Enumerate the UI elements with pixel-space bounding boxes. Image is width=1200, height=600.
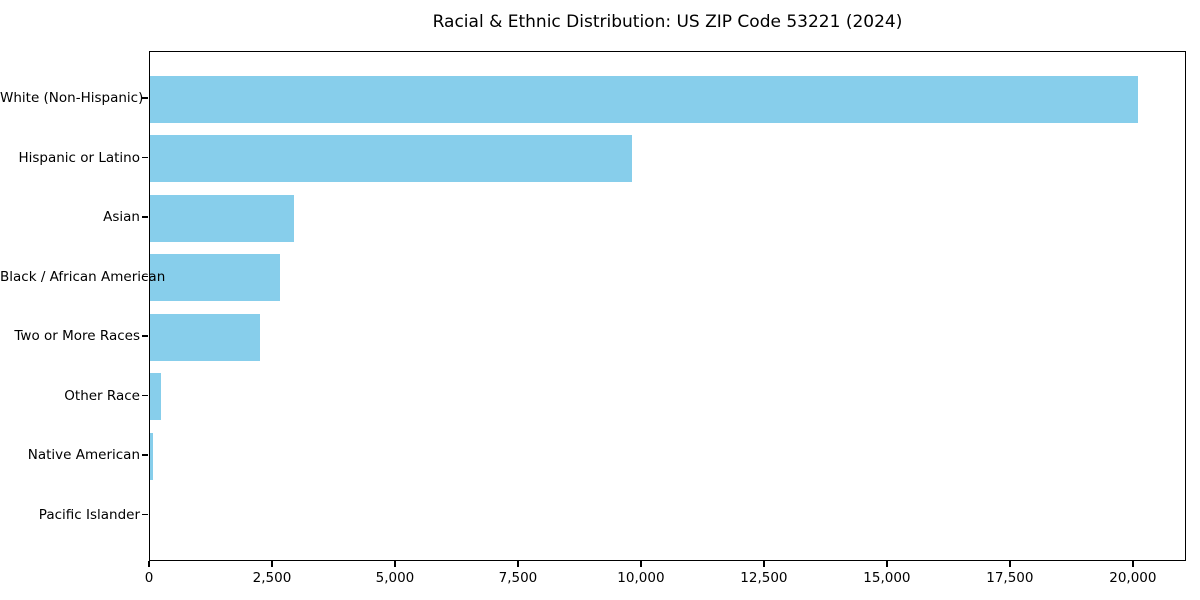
x-axis-tick-label: 12,500: [740, 570, 788, 586]
x-axis-tick: [886, 561, 888, 567]
x-axis-tick: [1009, 561, 1011, 567]
y-axis-tick: [142, 216, 148, 218]
x-axis-tick-label: 20,000: [1109, 570, 1157, 586]
chart-title: Racial & Ethnic Distribution: US ZIP Cod…: [432, 12, 903, 32]
bar: [150, 254, 281, 301]
x-axis-tick-label: 7,500: [498, 570, 538, 586]
y-axis-category-label: Pacific Islander: [38, 506, 140, 523]
x-axis-tick: [148, 561, 150, 567]
plot-area: [149, 51, 1186, 561]
y-axis-category-label: Native American: [27, 447, 140, 463]
bar: [150, 432, 153, 480]
y-axis-category-label: Asian: [103, 209, 140, 225]
x-axis-tick: [271, 561, 273, 567]
bar: [150, 75, 1138, 123]
y-axis-tick: [142, 513, 148, 516]
x-axis-tick-label: 2,500: [252, 570, 292, 586]
y-axis-tick: [142, 394, 148, 397]
x-axis-tick-label: 10,000: [617, 570, 665, 586]
x-axis-tick: [394, 561, 396, 567]
x-axis-tick: [1132, 561, 1134, 567]
y-axis-category-label: White (Non-Hispanic): [0, 90, 144, 106]
y-axis-tick: [142, 97, 148, 99]
y-axis-category-label: Two or More Races: [14, 328, 140, 344]
y-axis-category-label: Other Race: [64, 387, 140, 404]
bar: [150, 373, 161, 420]
bar: [150, 135, 633, 182]
x-axis-tick: [763, 561, 765, 567]
x-axis-tick: [640, 561, 642, 567]
y-axis-tick: [142, 335, 148, 337]
y-axis-tick: [142, 275, 148, 278]
x-axis-tick-label: 15,000: [863, 570, 911, 586]
y-axis-tick: [142, 454, 148, 456]
y-axis-category-label: Black / African American: [0, 268, 166, 285]
x-axis-tick-label: 0: [144, 570, 154, 586]
y-axis-category-label: Hispanic or Latino: [18, 149, 140, 166]
bar: [150, 194, 295, 242]
x-axis-tick: [517, 561, 519, 567]
bar: [150, 313, 261, 361]
x-axis-tick-label: 5,000: [375, 570, 415, 586]
y-axis-tick: [142, 156, 148, 159]
x-axis-tick-label: 17,500: [986, 570, 1034, 586]
